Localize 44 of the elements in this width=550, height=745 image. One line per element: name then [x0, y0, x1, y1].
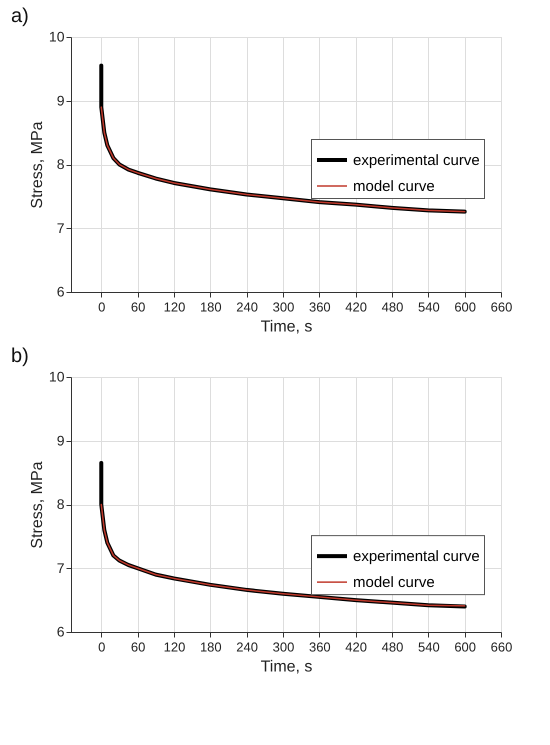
x-tick-label: 480 [382, 640, 404, 654]
x-tick-label: 600 [454, 640, 476, 654]
x-tick-label: 180 [200, 640, 222, 654]
x-tick-label: 600 [454, 300, 476, 314]
x-tick-label: 360 [308, 300, 331, 314]
y-axis-title: Stress, MPa [28, 461, 46, 549]
x-tick-label: 60 [130, 640, 146, 654]
x-tick-label: 0 [98, 640, 106, 654]
x-tick-label: 120 [164, 640, 186, 654]
legend-label: model curve [353, 574, 435, 592]
y-tick-label: 7 [56, 220, 65, 236]
y-tick-label: 10 [48, 368, 65, 384]
x-tick-label: 300 [272, 300, 294, 314]
x-tick-label: 420 [345, 300, 367, 314]
x-tick-label: 660 [490, 640, 512, 654]
y-tick-label: 8 [56, 496, 65, 512]
y-tick-label: 10 [48, 28, 65, 44]
x-axis-title: Time, s [260, 658, 312, 676]
x-tick-label: 360 [308, 640, 331, 654]
x-tick-label: 540 [418, 640, 440, 654]
x-tick-label: 540 [418, 300, 440, 314]
x-tick-label: 120 [164, 300, 186, 314]
y-tick-label: 6 [56, 624, 65, 640]
chart-title: a) [11, 5, 29, 27]
legend-label: experimental curve [353, 548, 480, 566]
y-tick-label: 8 [56, 156, 65, 172]
y-tick-label: 9 [56, 432, 65, 448]
x-tick-label: 660 [490, 300, 512, 314]
y-tick-label: 7 [56, 560, 65, 576]
x-tick-label: 240 [236, 300, 258, 314]
legend-label: experimental curve [353, 152, 480, 169]
chart-title: b) [11, 345, 29, 367]
y-tick-label: 9 [56, 92, 65, 108]
y-tick-label: 6 [56, 284, 65, 300]
x-tick-label: 300 [272, 640, 294, 654]
y-axis-title: Stress, MPa [28, 121, 46, 209]
x-tick-label: 240 [236, 640, 258, 654]
legend-label: model curve [353, 178, 435, 195]
x-tick-label: 180 [200, 300, 222, 314]
x-tick-label: 60 [130, 300, 146, 314]
x-tick-label: 0 [98, 300, 106, 314]
x-tick-label: 480 [382, 300, 404, 314]
x-axis-title: Time, s [260, 318, 312, 336]
x-tick-label: 420 [345, 640, 367, 654]
